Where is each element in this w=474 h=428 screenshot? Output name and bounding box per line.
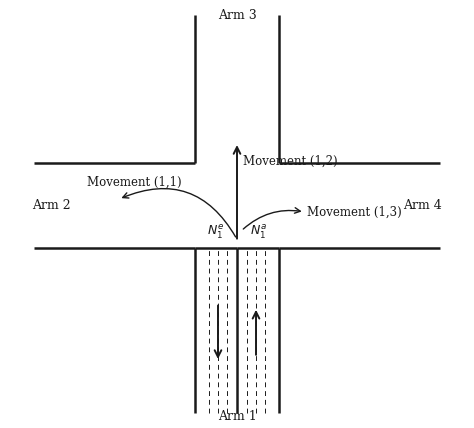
Text: Arm 1: Arm 1 <box>218 410 256 423</box>
Text: Movement (1,3): Movement (1,3) <box>307 205 401 218</box>
Text: Arm 4: Arm 4 <box>403 199 442 212</box>
Text: Arm 2: Arm 2 <box>32 199 71 212</box>
Text: $N_1^a$: $N_1^a$ <box>250 224 266 241</box>
Text: $N_1^e$: $N_1^e$ <box>207 224 225 241</box>
Text: Arm 3: Arm 3 <box>218 9 256 22</box>
Text: Movement (1,2): Movement (1,2) <box>243 155 338 168</box>
Text: Movement (1,1): Movement (1,1) <box>88 176 182 189</box>
